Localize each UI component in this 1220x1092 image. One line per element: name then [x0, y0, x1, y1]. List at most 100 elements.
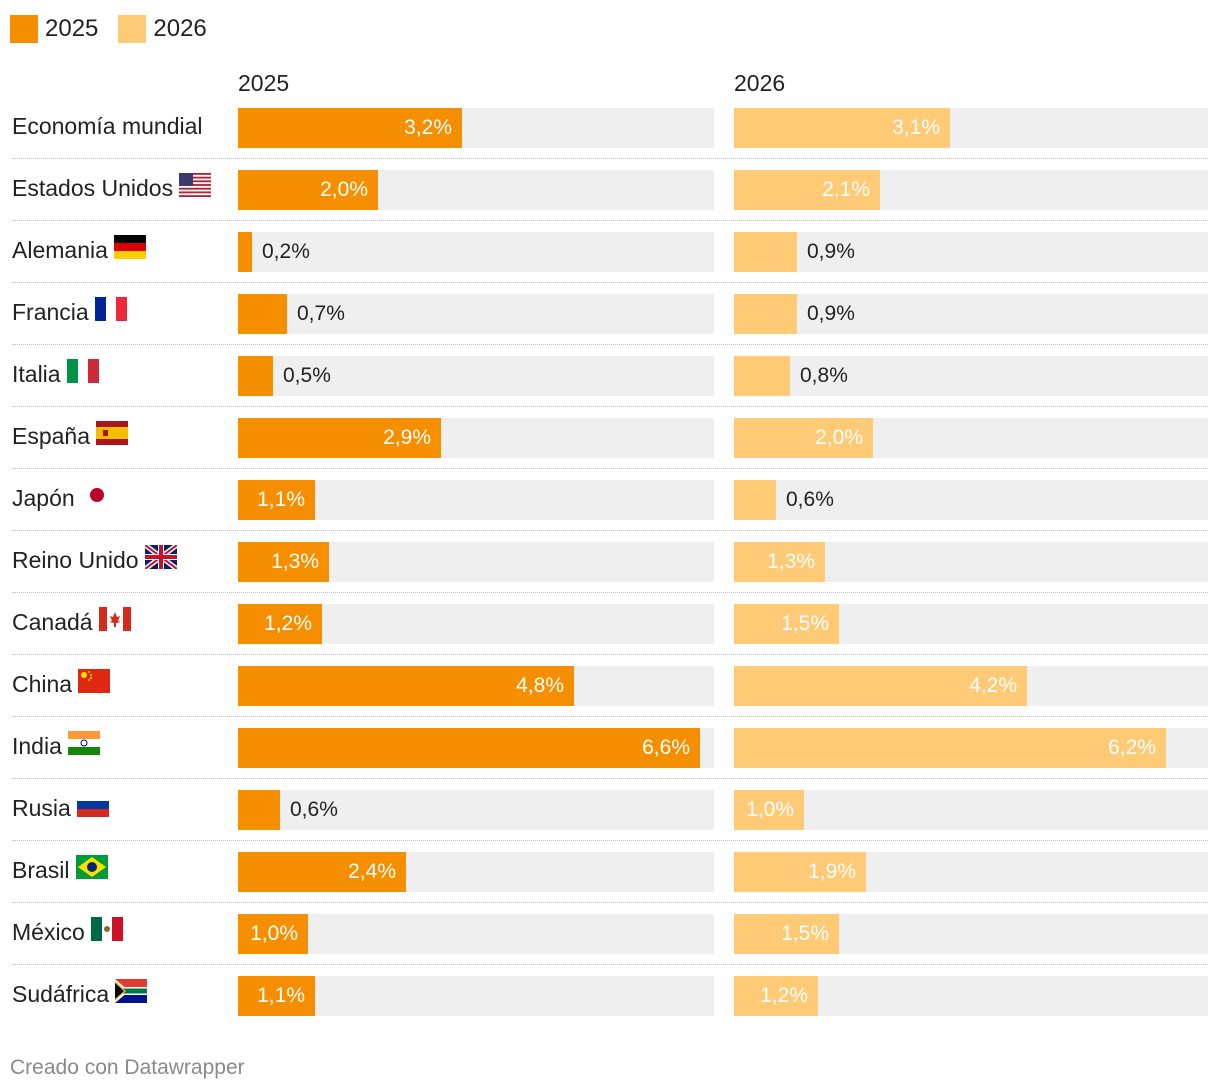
ru-flag-icon [76, 793, 109, 823]
row-separator [12, 778, 1208, 779]
bar-2026 [734, 852, 866, 892]
data-label: 0,8% [800, 364, 848, 387]
row-separator [12, 716, 1208, 717]
bar-track [238, 790, 714, 830]
data-label: 2,4% [348, 860, 396, 883]
bar-2026 [734, 170, 880, 210]
bar-2025 [238, 976, 315, 1016]
bar-track [734, 480, 1208, 520]
row-label-text: Canadá [12, 608, 93, 635]
es-flag-icon [96, 421, 129, 451]
bar-2026 [734, 418, 873, 458]
bar-2025 [238, 170, 378, 210]
row-label-text: Rusia [12, 794, 71, 821]
row-separator [12, 468, 1208, 469]
in-flag-icon [67, 731, 100, 761]
data-label: 1,3% [767, 550, 815, 573]
data-label: 0,5% [283, 364, 331, 387]
data-label: 1,5% [781, 612, 829, 635]
row-separator [12, 282, 1208, 283]
bar-2025 [238, 232, 252, 272]
bar-2026 [734, 542, 825, 582]
bar-track [238, 232, 714, 272]
br-flag-icon [75, 855, 108, 885]
row-label: Francia [12, 292, 127, 332]
data-label: 4,2% [969, 674, 1017, 697]
footer-credit: Creado con Datawrapper [10, 1056, 245, 1079]
row-separator [12, 964, 1208, 965]
data-label: 6,6% [642, 736, 690, 759]
row-label-text: India [12, 732, 62, 759]
row-label-text: Reino Unido [12, 546, 139, 573]
row-label-text: México [12, 918, 85, 945]
row-label: Economía mundial [12, 106, 203, 146]
data-label: 6,2% [1108, 736, 1156, 759]
row-label: Japón [12, 478, 113, 518]
bar-track [238, 294, 714, 334]
data-label: 0,6% [290, 798, 338, 821]
bar-2025 [238, 108, 462, 148]
row-separator [12, 902, 1208, 903]
data-label: 1,3% [271, 550, 319, 573]
bar-track [238, 356, 714, 396]
data-label: 2,1% [822, 178, 870, 201]
it-flag-icon [66, 359, 99, 389]
bar-2025 [238, 666, 574, 706]
row-separator [12, 344, 1208, 345]
legend-item-2026: 2026 [118, 15, 207, 43]
column-header-2026: 2026 [734, 70, 786, 96]
gb-flag-icon [143, 543, 179, 575]
bar-2025 [238, 480, 315, 520]
data-label: 1,0% [746, 798, 794, 821]
bar-2025 [238, 728, 700, 768]
row-label: India [12, 726, 100, 766]
jp-flag-icon [80, 483, 113, 513]
data-label: 1,0% [250, 922, 298, 945]
bar-2025 [238, 542, 329, 582]
bar-2026 [734, 728, 1166, 768]
row-label: Rusia [12, 788, 109, 828]
row-label-text: Estados Unidos [12, 174, 174, 201]
bar-track [734, 790, 1208, 830]
row-separator [12, 406, 1208, 407]
bar-2026 [734, 480, 776, 520]
bar-2026 [734, 604, 839, 644]
row-label-text: Alemania [12, 236, 108, 263]
bar-2026 [734, 914, 839, 954]
bar-2026 [734, 108, 950, 148]
row-label: Canadá [12, 602, 131, 642]
bar-2026 [734, 790, 804, 830]
row-separator [12, 530, 1208, 531]
data-label: 1,1% [257, 984, 305, 1007]
row-label: España [12, 416, 129, 456]
row-label-text: Brasil [12, 856, 70, 883]
bar-2025 [238, 418, 441, 458]
bar-track [238, 976, 714, 1016]
bar-2025 [238, 914, 308, 954]
bar-track [734, 232, 1208, 272]
bar-2026 [734, 976, 818, 1016]
fr-flag-icon [94, 297, 127, 327]
bar-track [734, 294, 1208, 334]
bar-2026 [734, 666, 1027, 706]
data-label: 0,7% [297, 302, 345, 325]
data-label: 0,6% [786, 488, 834, 511]
row-label: Brasil [12, 850, 108, 890]
bar-track [238, 480, 714, 520]
bar-track [734, 356, 1208, 396]
data-label: 2,9% [383, 426, 431, 449]
row-label-text: Japón [12, 484, 75, 511]
row-label: Alemania [12, 230, 146, 270]
za-flag-icon [115, 979, 148, 1009]
row-separator [12, 592, 1208, 593]
legend-swatch-2026 [118, 15, 147, 43]
data-label: 3,1% [892, 116, 940, 139]
legend-label-2026: 2026 [153, 15, 207, 42]
row-label-text: Economía mundial [12, 112, 203, 139]
row-label: Sudáfrica [12, 974, 148, 1014]
data-label: 0,9% [807, 302, 855, 325]
legend-swatch-2025 [10, 15, 38, 43]
bar-2025 [238, 294, 287, 334]
data-label: 1,2% [264, 612, 312, 635]
data-label: 1,9% [808, 860, 856, 883]
